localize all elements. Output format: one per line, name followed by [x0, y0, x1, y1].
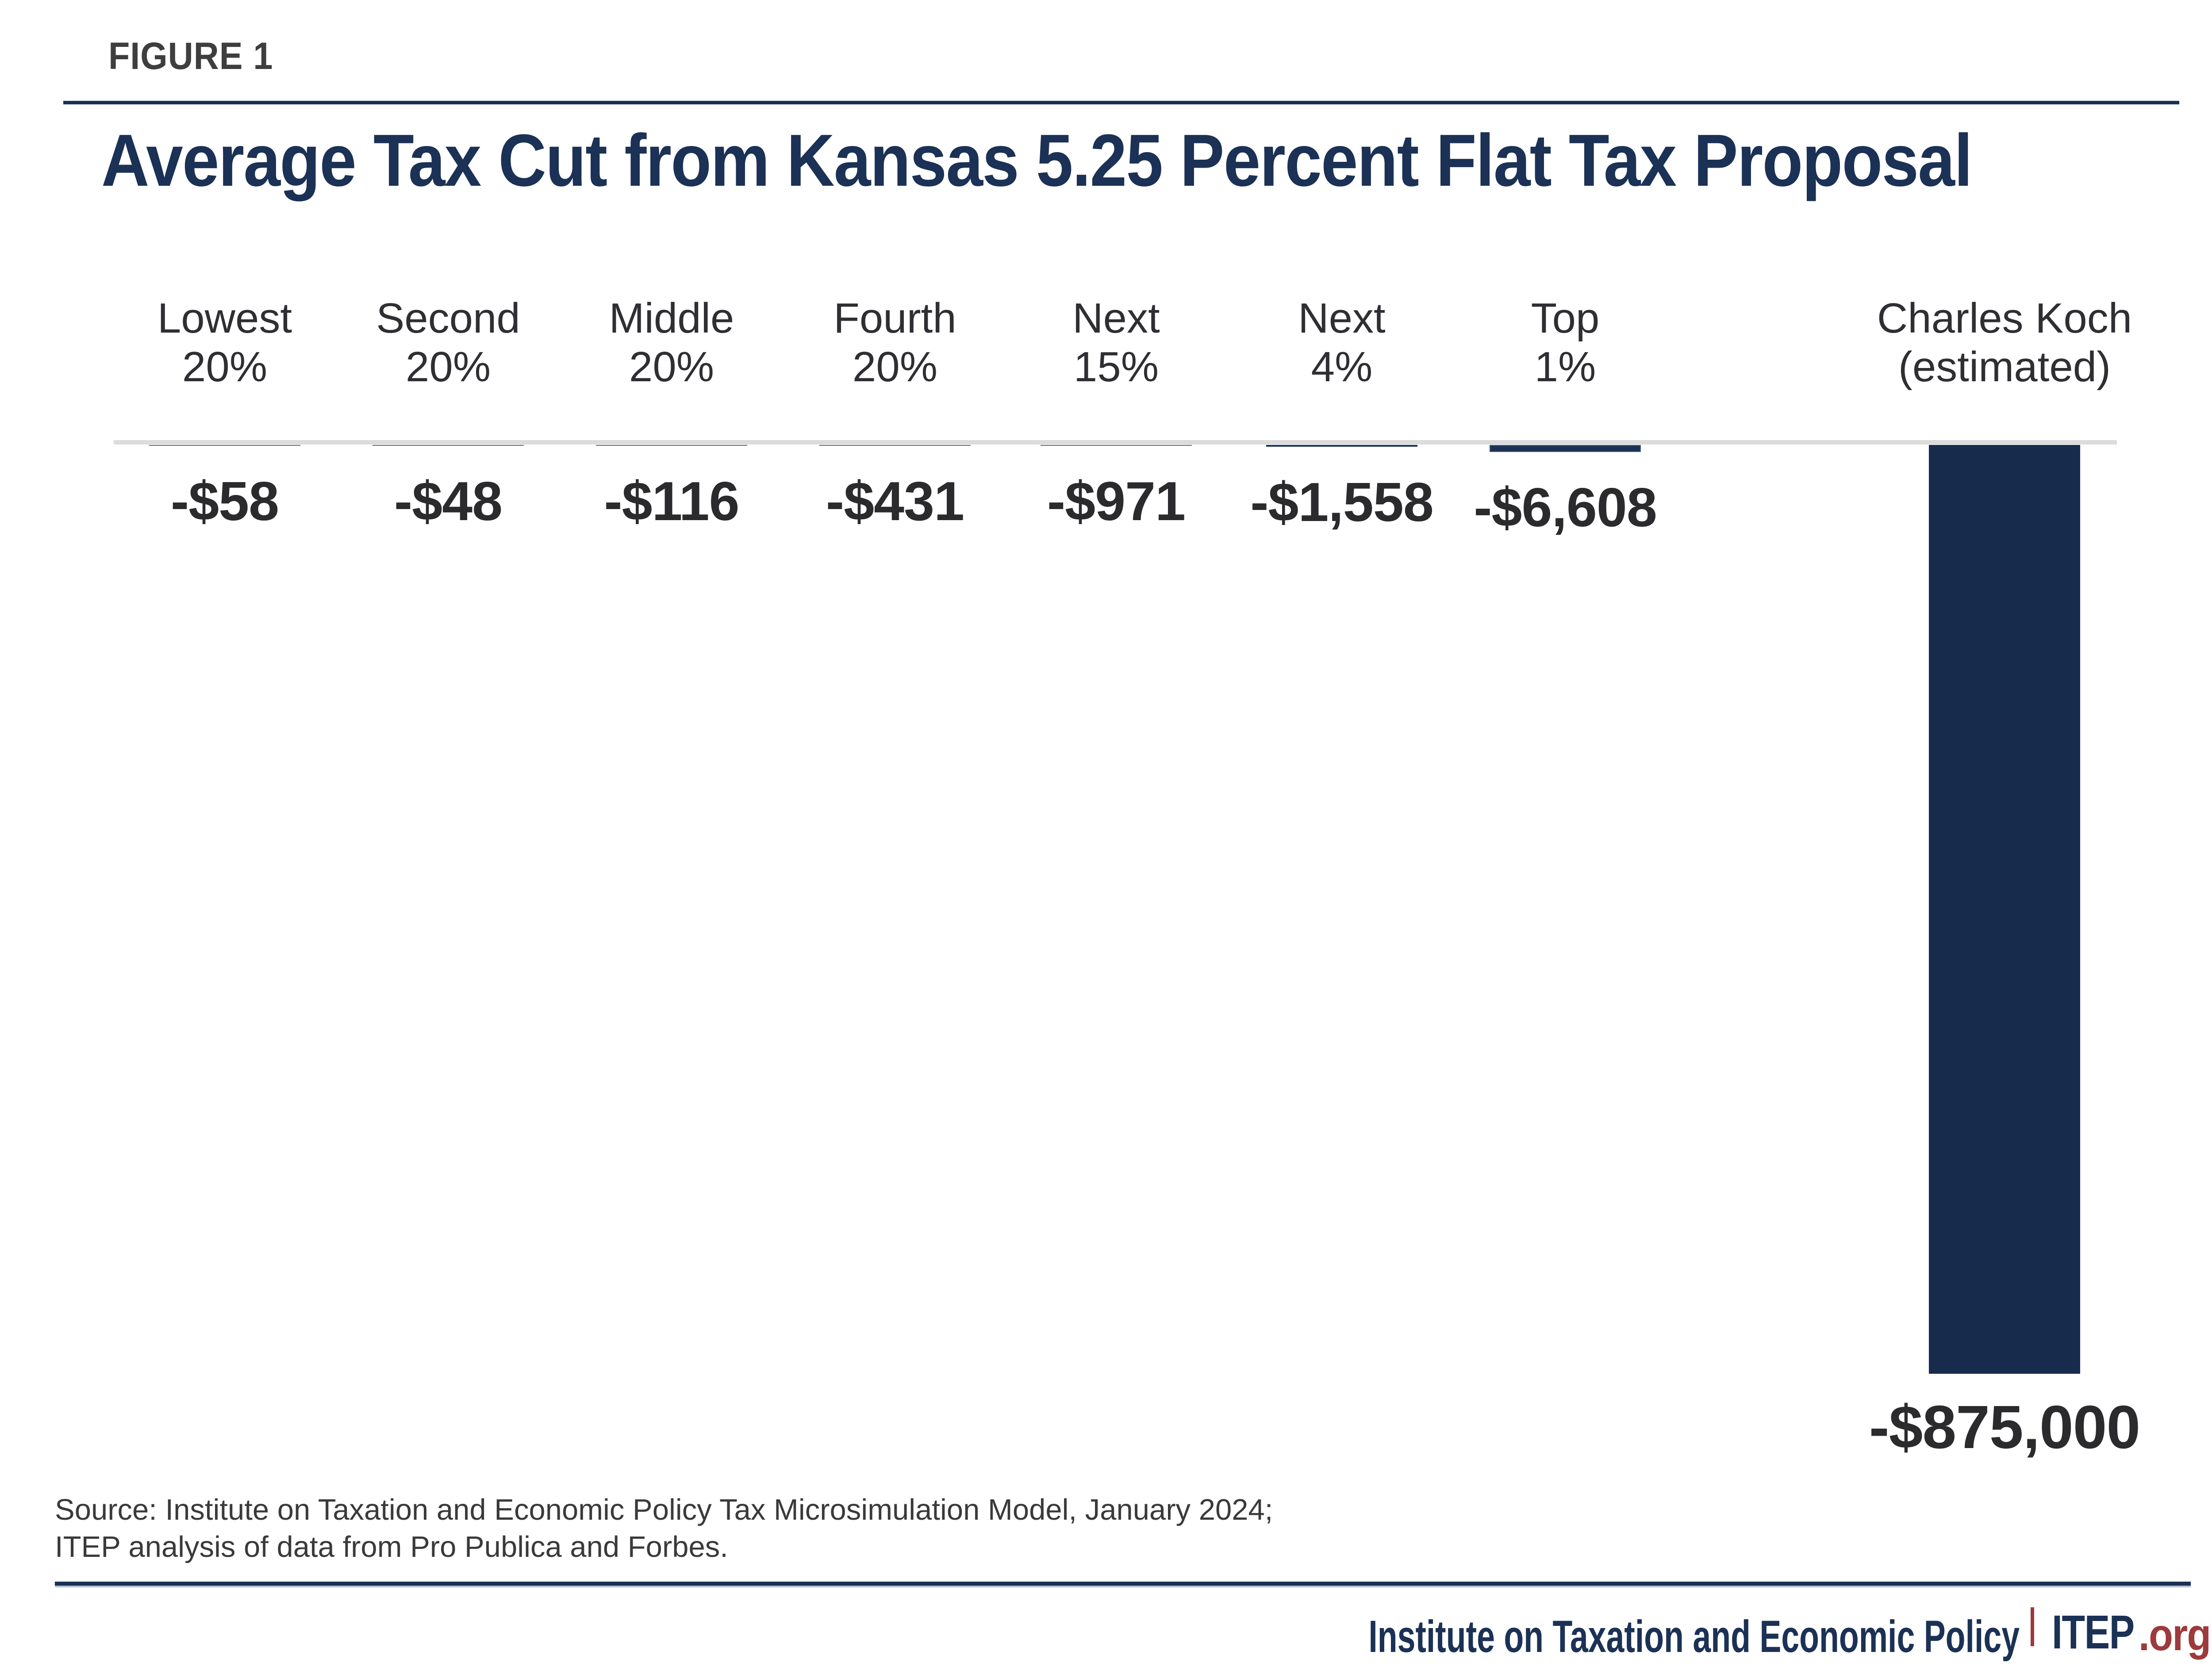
category-line1: Lowest: [157, 295, 292, 342]
category-line2: 20%: [852, 343, 938, 391]
category-label-next-15: Next 15%: [979, 294, 1253, 391]
category-line2: 20%: [405, 343, 491, 391]
value-label-middle-20: -$116: [604, 471, 739, 532]
itep-logo-text: ITEP: [2052, 1605, 2135, 1659]
category-line2: (estimated): [1898, 343, 2111, 391]
bar-charles-koch: [1929, 445, 2080, 1374]
category-label-top-1: Top 1%: [1428, 294, 1702, 391]
value-label-charles-koch: -$875,000: [1869, 1393, 2141, 1461]
source-line1: Source: Institute on Taxation and Econom…: [55, 1493, 1273, 1526]
value-label-second-20: -$48: [394, 471, 503, 532]
value-label-lowest-20: -$58: [170, 471, 279, 532]
category-label-lowest-20: Lowest 20%: [88, 294, 362, 391]
category-line1: Charles Koch: [1877, 295, 2132, 342]
category-label-next-4: Next 4%: [1205, 294, 1479, 391]
bar-top-1: [1490, 445, 1641, 452]
bar-next-4: [1266, 445, 1417, 447]
value-label-next-15: -$971: [1047, 471, 1186, 533]
value-label-fourth-20: -$431: [826, 471, 964, 532]
category-line1: Next: [1072, 295, 1160, 342]
bar-fourth-20: [819, 445, 971, 446]
category-line1: Next: [1298, 295, 1386, 342]
bar-middle-20: [596, 445, 747, 446]
category-label-second-20: Second 20%: [311, 294, 585, 391]
bar-next-15: [1041, 445, 1192, 446]
footer-org-name: Institute on Taxation and Economic Polic…: [1368, 1611, 2020, 1662]
category-line1: Second: [376, 295, 520, 342]
category-line2: 4%: [1311, 343, 1373, 391]
value-label-top-1: -$6,608: [1474, 477, 1657, 538]
figure-number-label: FIGURE 1: [108, 35, 273, 77]
category-line2: 20%: [182, 343, 268, 391]
zero-baseline: [114, 440, 2117, 445]
category-line2: 20%: [629, 343, 714, 391]
category-line2: 15%: [1073, 343, 1159, 391]
source-note: Source: Institute on Taxation and Econom…: [55, 1491, 1273, 1566]
bar-lowest-20: [149, 445, 300, 446]
footer-rule: [55, 1582, 2191, 1586]
footer-divider-bar: [2031, 1607, 2034, 1646]
footer-rule-accent: [55, 1586, 2191, 1587]
bar-second-20: [373, 445, 524, 446]
category-line1: Top: [1531, 295, 1600, 342]
category-label-charles-koch: Charles Koch (estimated): [1805, 294, 2204, 391]
category-line1: Fourth: [833, 295, 956, 342]
category-label-fourth-20: Fourth 20%: [758, 294, 1032, 391]
chart-title: Average Tax Cut from Kansas 5.25 Percent…: [101, 119, 1973, 202]
category-line2: 1%: [1534, 343, 1596, 391]
itep-logo-suffix: .org: [2139, 1610, 2211, 1660]
category-label-middle-20: Middle 20%: [534, 294, 809, 391]
source-line2: ITEP analysis of data from Pro Publica a…: [55, 1530, 728, 1564]
value-label-next-4: -$1,558: [1250, 471, 1434, 533]
header-rule: [63, 101, 2179, 104]
category-line1: Middle: [609, 295, 734, 342]
